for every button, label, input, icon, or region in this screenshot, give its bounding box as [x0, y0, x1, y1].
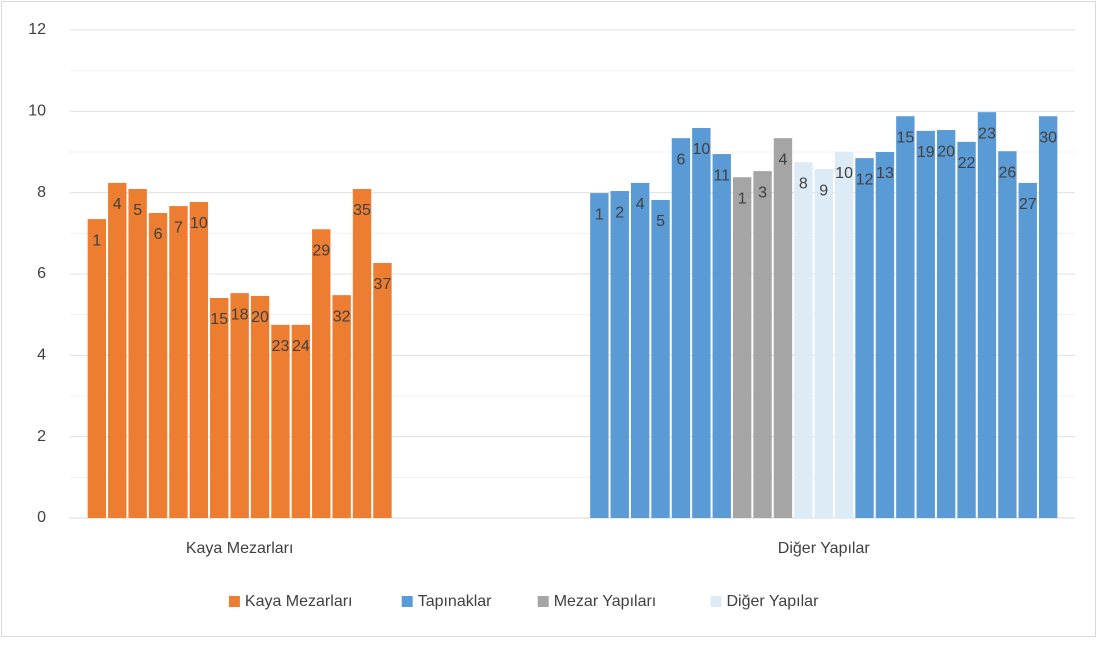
bar	[189, 202, 209, 518]
bar	[332, 295, 351, 518]
bar	[590, 193, 609, 518]
bar-label: 4	[113, 196, 122, 213]
bar-label: 26	[998, 164, 1016, 181]
bar	[732, 177, 752, 519]
x-tick-label: Kaya Mezarları	[186, 540, 294, 557]
bar	[1038, 116, 1058, 519]
bar	[148, 213, 168, 518]
bar	[896, 116, 915, 519]
bar-label: 24	[292, 338, 310, 355]
bar	[794, 162, 813, 518]
legend-swatch	[710, 596, 722, 607]
bar	[312, 229, 331, 518]
bar	[87, 219, 107, 518]
bar	[875, 152, 895, 518]
legend-label: Tapınaklar	[418, 593, 492, 610]
bar-label: 23	[272, 338, 290, 355]
bar	[692, 128, 711, 519]
legend-label: Mezar Yapıları	[554, 593, 657, 610]
bar	[712, 154, 731, 519]
bar-label: 32	[333, 308, 351, 325]
bar-label: 30	[1039, 129, 1057, 146]
bar-label: 13	[876, 165, 894, 182]
bar	[373, 263, 392, 518]
bar-label: 6	[676, 151, 685, 168]
bar-label: 35	[353, 202, 371, 219]
bar-label: 18	[231, 306, 249, 323]
bar	[291, 324, 311, 518]
bar-label: 3	[758, 184, 767, 201]
bar	[271, 324, 290, 518]
y-tick-label: 6	[37, 265, 46, 282]
y-tick-label: 2	[37, 428, 46, 445]
bar-label: 10	[692, 141, 710, 158]
y-tick-label: 4	[37, 347, 46, 364]
bar	[753, 171, 772, 518]
bar-label: 27	[1019, 196, 1037, 213]
bar	[128, 189, 147, 519]
y-tick-label: 12	[28, 21, 46, 38]
bar	[998, 151, 1017, 519]
bar-label: 4	[778, 151, 787, 168]
bar-label: 10	[835, 165, 853, 182]
bar-label: 15	[210, 311, 228, 328]
bar-label: 1	[92, 232, 101, 249]
legend-label: Kaya Mezarları	[245, 593, 353, 610]
bar	[916, 130, 935, 518]
bar-label: 19	[917, 144, 935, 161]
bar-label: 1	[595, 206, 604, 223]
bar-label: 2	[615, 204, 624, 221]
bar	[610, 191, 629, 519]
legend-swatch	[537, 596, 549, 607]
bar-label: 4	[636, 196, 645, 213]
bar	[671, 138, 691, 518]
bar	[630, 182, 650, 518]
bar	[1018, 182, 1037, 518]
bar-label: 22	[958, 155, 976, 172]
bar-label: 20	[251, 309, 269, 326]
bar-label: 12	[856, 171, 874, 188]
x-tick-label: Diğer Yapılar	[778, 540, 871, 557]
bar	[352, 189, 372, 519]
legend-swatch	[401, 596, 413, 607]
y-tick-label: 10	[28, 103, 46, 120]
bar	[814, 169, 833, 518]
bar-label: 11	[713, 167, 730, 184]
bar	[936, 130, 956, 519]
bar	[773, 138, 793, 518]
bar	[169, 206, 188, 518]
bar	[250, 295, 270, 518]
bar	[651, 199, 670, 518]
bar-label: 10	[190, 215, 208, 232]
y-tick-label: 0	[37, 509, 46, 526]
bar-label: 7	[174, 219, 183, 236]
bar-label: 5	[133, 202, 142, 219]
bar-label: 15	[896, 129, 914, 146]
legend-label: Diğer Yapılar	[727, 593, 820, 610]
bar	[855, 158, 874, 518]
bar	[957, 141, 976, 519]
bar-label: 1	[738, 190, 747, 207]
bar	[230, 293, 249, 518]
bar-label: 6	[154, 226, 163, 243]
bar-label: 23	[978, 125, 996, 142]
bar-label: 37	[374, 276, 392, 293]
bar-label: 5	[656, 213, 665, 230]
bar	[108, 182, 127, 518]
bar-label: 20	[937, 143, 955, 160]
bar	[210, 297, 229, 518]
y-tick-label: 8	[37, 184, 46, 201]
bar-label: 9	[819, 182, 828, 199]
bar-label: 29	[312, 242, 330, 259]
bar-label: 8	[799, 175, 808, 192]
legend-swatch	[228, 596, 240, 607]
bar	[834, 152, 854, 518]
bar	[977, 112, 997, 518]
